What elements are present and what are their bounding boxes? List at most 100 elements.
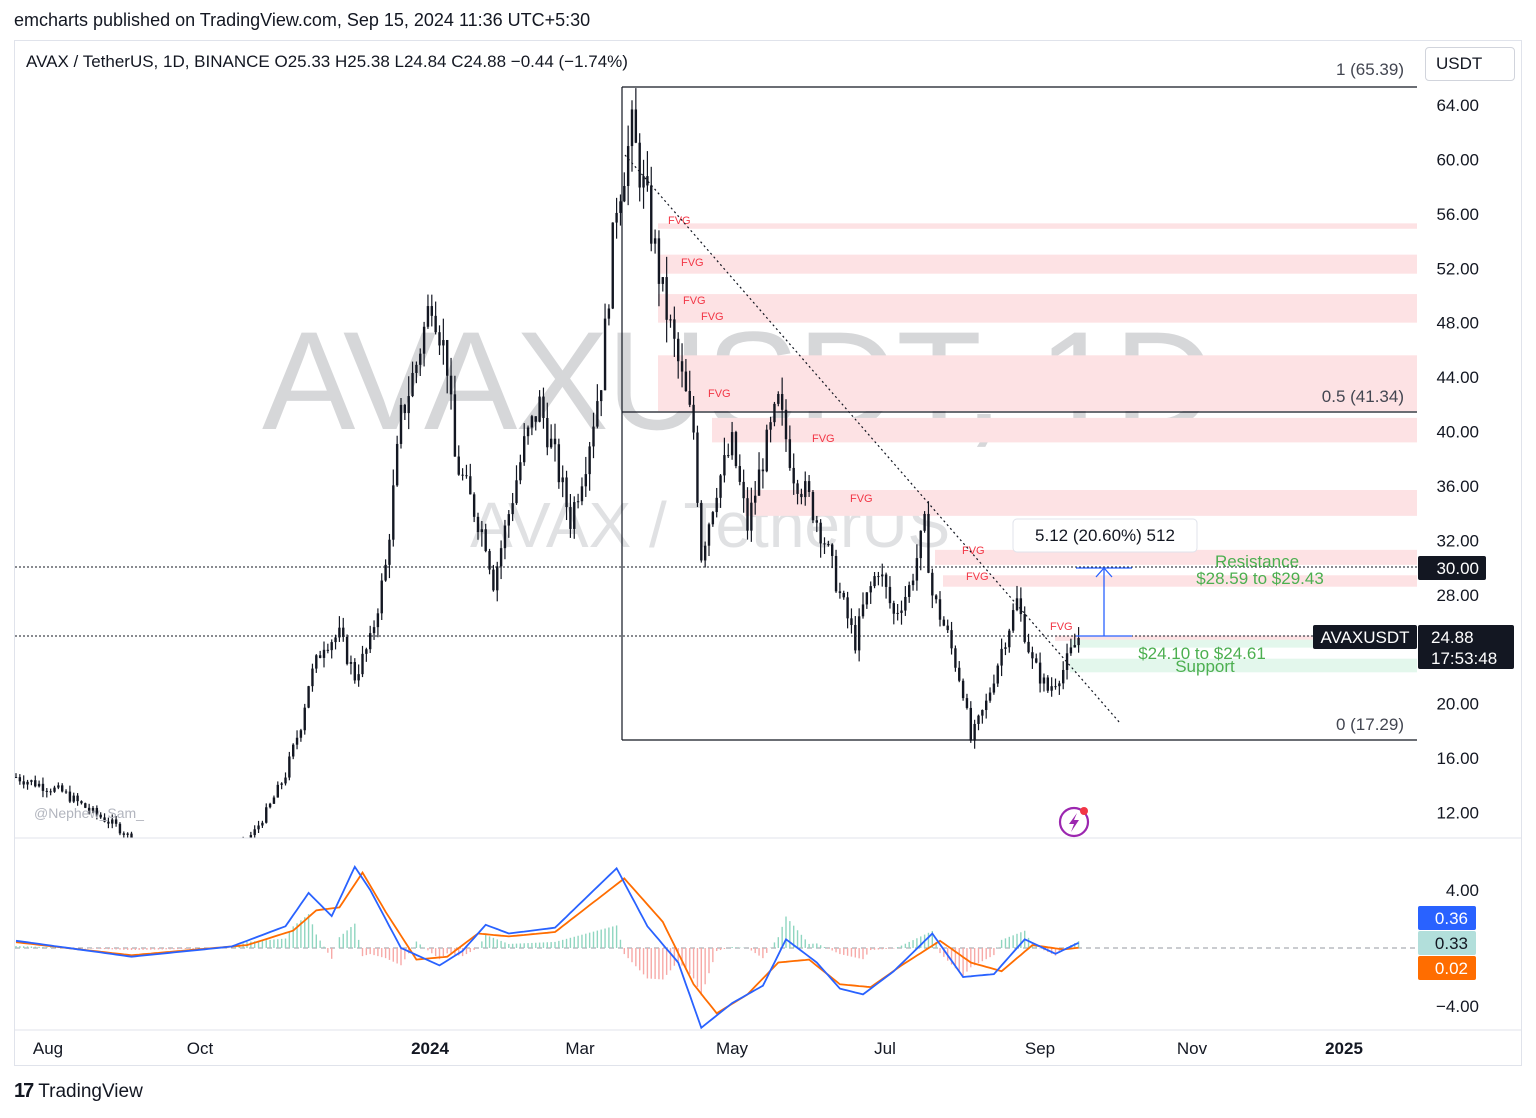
candle-body xyxy=(45,790,48,792)
fvg-label: FVG xyxy=(683,295,706,307)
candle-body xyxy=(134,842,136,843)
downtrend-line xyxy=(624,154,1121,724)
fvg-zone xyxy=(943,575,1417,587)
candle-body xyxy=(985,700,988,711)
candle-body xyxy=(861,604,865,617)
candle-body xyxy=(854,625,857,651)
candle-body xyxy=(307,686,310,708)
candle-body xyxy=(1042,677,1046,684)
candle-body xyxy=(600,390,603,402)
price-axis-tick: 44.00 xyxy=(1436,368,1479,387)
candle-body xyxy=(569,507,572,529)
candle-body xyxy=(95,807,99,815)
candle-body xyxy=(696,432,699,503)
candle-body xyxy=(650,185,653,244)
candle-body xyxy=(146,845,148,847)
fvg-label: FVG xyxy=(681,257,704,269)
macd-pane xyxy=(15,864,1417,1030)
measure-box xyxy=(1012,518,1198,553)
candle-body xyxy=(227,851,229,855)
candle-body xyxy=(422,326,426,354)
measure-label: 5.12 (20.60%) 512 xyxy=(1035,526,1175,545)
candle-body xyxy=(884,574,888,587)
candle-body xyxy=(1031,652,1034,659)
candle-body xyxy=(896,612,899,614)
candle-body xyxy=(954,648,957,668)
candle-body xyxy=(792,467,795,484)
candle-body xyxy=(538,396,541,422)
candle-body xyxy=(534,416,537,422)
candle-body xyxy=(26,781,29,785)
candle-body xyxy=(565,477,568,508)
candle-body xyxy=(257,825,260,830)
candle-body xyxy=(727,455,730,457)
candle-body xyxy=(750,502,753,531)
time-axis-tick: 2025 xyxy=(1325,1039,1363,1058)
candle-body xyxy=(315,655,318,669)
signal-value-text: 0.02 xyxy=(1435,959,1468,978)
candle-body xyxy=(492,569,495,591)
fvg-zone xyxy=(712,417,1417,443)
candle-body xyxy=(827,544,830,546)
candle-body xyxy=(1046,677,1049,691)
time-axis-tick: 2024 xyxy=(411,1039,449,1058)
fvg-zone xyxy=(745,489,1417,516)
time-axis-tick: Jul xyxy=(874,1039,896,1058)
candle-body xyxy=(37,783,41,787)
candle-body xyxy=(784,409,788,440)
tradingview-logo[interactable]: 17 TradingView xyxy=(14,1080,143,1103)
candle-body xyxy=(1023,614,1026,642)
time-axis-tick: Sep xyxy=(1025,1039,1055,1058)
candle-body xyxy=(142,845,144,846)
candle-body xyxy=(865,592,869,605)
candle-body xyxy=(927,513,930,573)
candle-body xyxy=(646,176,649,186)
candle-body xyxy=(234,849,236,850)
candle-body xyxy=(138,842,140,845)
fvg-zone xyxy=(658,223,1417,229)
candle-body xyxy=(411,372,414,397)
symbol-legend[interactable]: AVAX / TetherUS, 1D, BINANCE O25.33 H25.… xyxy=(26,52,628,71)
fvg-zone xyxy=(658,294,1417,323)
price-axis-tick: 28.00 xyxy=(1436,586,1479,605)
candle-body xyxy=(357,674,360,681)
candle-body xyxy=(242,840,244,846)
candle-body xyxy=(719,475,722,498)
candle-body xyxy=(503,525,507,549)
candle-body xyxy=(388,539,391,565)
candle-body xyxy=(977,715,980,724)
fib-label-top: 1 (65.39) xyxy=(1336,60,1404,79)
fvg-label: FVG xyxy=(812,433,835,445)
candle-body xyxy=(153,850,155,852)
candle-body xyxy=(72,795,75,802)
candle-body xyxy=(877,576,880,578)
candle-body xyxy=(769,422,772,430)
candle-body xyxy=(611,222,614,309)
currency-button[interactable]: USDT xyxy=(1425,47,1515,81)
fvg-zone xyxy=(658,254,1417,274)
candle-body xyxy=(619,201,622,213)
candle-body xyxy=(653,238,657,244)
candle-body xyxy=(318,655,322,658)
candle-body xyxy=(369,633,372,650)
candle-body xyxy=(838,591,842,593)
candle-body xyxy=(908,585,911,597)
level-price-tag xyxy=(1418,556,1486,580)
candle-body xyxy=(215,854,217,856)
candle-body xyxy=(796,483,799,494)
candle-body xyxy=(1065,653,1069,670)
candle-body xyxy=(615,212,618,223)
candle-body xyxy=(592,426,595,447)
candle-body xyxy=(322,649,326,658)
candle-body xyxy=(268,803,272,808)
candle-body xyxy=(507,514,510,526)
lightning-icon-dot xyxy=(1080,807,1088,815)
candle-body xyxy=(469,476,472,495)
candle-body xyxy=(857,616,861,651)
candle-body xyxy=(780,394,784,410)
candle-body xyxy=(850,618,853,626)
candle-body xyxy=(942,619,946,626)
candle-body xyxy=(430,306,433,316)
candle-body xyxy=(573,502,576,529)
